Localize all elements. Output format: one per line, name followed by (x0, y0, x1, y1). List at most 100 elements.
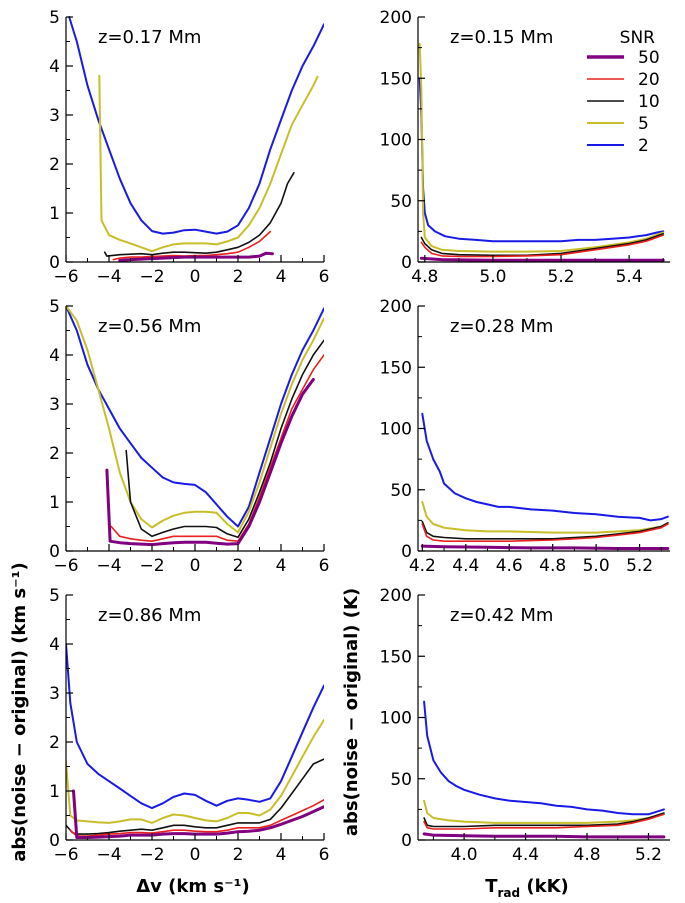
x-tick-label: 2 (233, 845, 244, 865)
panel-left-bottom: 0 1 2 3 4 5 −6 −4 −2 0 2 4 6 z=0.86 Mm (49, 586, 329, 865)
y-tick-label: 100 (380, 709, 412, 729)
y-tick-label: 50 (390, 481, 412, 501)
x-tick-label: 5.2 (626, 556, 653, 576)
series-group (420, 412, 670, 550)
series-line-snr-10 (103, 172, 295, 257)
y-tick-label: 50 (390, 770, 412, 790)
x-tick-label: 4.2 (409, 556, 436, 576)
series-group (418, 42, 665, 262)
y-tick-label: 2 (49, 733, 60, 753)
series-line-snr-50 (105, 378, 315, 547)
x-tick-label: 2 (233, 267, 244, 287)
series-line-snr-5 (418, 42, 665, 253)
series-line-snr-20 (423, 813, 665, 830)
legend-label-snr-5: 5 (638, 114, 649, 134)
y-tick-label: 0 (49, 542, 60, 562)
y-tick-label: 0 (401, 253, 412, 273)
y-tick-label: 150 (380, 358, 412, 378)
x-tick-label: −2 (139, 556, 164, 576)
legend-label-snr-50: 50 (638, 48, 660, 68)
series-line-snr-50 (422, 832, 666, 839)
y-tick-label: 5 (49, 297, 60, 317)
x-axis-title-left: Δv (km s⁻¹) (136, 876, 249, 897)
series-group (66, 643, 324, 839)
y-tick-label: 2 (49, 444, 60, 464)
x-tick-label: 4 (276, 845, 287, 865)
x-tick-label: −6 (53, 267, 78, 287)
x-tick-label: 0 (190, 267, 201, 287)
x-tick-label: 6 (319, 556, 330, 576)
x-tick-label: 5.2 (635, 845, 662, 865)
panel-right-bottom: 0 50 100 150 200 4.0 4.4 4.8 5.2 z=0.42 Mm (380, 586, 670, 865)
panel-label: z=0.86 Mm (98, 605, 201, 626)
series-line-snr-5 (98, 74, 319, 253)
x-tick-label: −4 (96, 267, 121, 287)
y-tick-label: 200 (380, 8, 412, 28)
panel-label: z=0.42 Mm (450, 605, 553, 626)
x-axis-title-right: Trad (kK) (485, 876, 569, 900)
x-axis-title-right-unit: (kK) (520, 876, 569, 897)
series-line-snr-5 (66, 305, 324, 534)
legend-label-snr-10: 10 (638, 92, 660, 112)
legend-label-snr-20: 20 (638, 70, 660, 90)
y-axis-title-left: abs(noise − original) (km s⁻¹) (9, 562, 30, 862)
series-line-snr-10 (421, 520, 669, 540)
x-axis-title-right-main: T (485, 876, 498, 897)
x-tick-label: 5.2 (548, 267, 575, 287)
x-tick-label: 6 (319, 267, 330, 287)
panel-right-middle: 0 50 100 150 200 4.2 4.4 4.6 4.8 5.0 5.2 z=0.28 Mm (380, 297, 670, 576)
x-tick-label: −4 (96, 556, 121, 576)
series-line-snr-10 (66, 758, 324, 835)
x-tick-label: 4 (276, 556, 287, 576)
x-tick-label: 0 (190, 845, 201, 865)
legend-title: SNR (620, 28, 656, 48)
y-tick-label: 3 (49, 684, 60, 704)
series-group (68, 16, 324, 262)
y-tick-label: 50 (390, 192, 412, 212)
x-tick-label: 5.0 (479, 267, 506, 287)
y-tick-label: 0 (401, 831, 412, 851)
x-tick-label: −2 (139, 267, 164, 287)
series-line-snr-10 (125, 339, 324, 539)
panel-label: z=0.56 Mm (98, 316, 201, 337)
series-line-snr-2 (418, 77, 665, 243)
y-tick-label: 100 (380, 131, 412, 151)
y-tick-label: 0 (401, 542, 412, 562)
panel-left-top: 0 1 2 3 4 5 −6 −4 −2 0 2 4 6 z=0.17 Mm (49, 8, 329, 287)
x-tick-label: 4 (276, 267, 287, 287)
y-axis-title-right: abs(noise − original) (K) (341, 588, 362, 836)
series-line-snr-10 (420, 233, 664, 257)
y-tick-label: 2 (49, 155, 60, 175)
series-line-snr-50 (118, 251, 274, 262)
y-tick-label: 100 (380, 420, 412, 440)
y-tick-label: 5 (49, 586, 60, 606)
series-line-snr-10 (423, 812, 665, 828)
y-tick-label: 150 (380, 647, 412, 667)
series-line-snr-2 (66, 643, 324, 810)
series-line-snr-20 (420, 234, 664, 258)
x-tick-label: 5.4 (616, 267, 643, 287)
series-line-snr-2 (423, 700, 665, 816)
y-tick-label: 1 (49, 493, 60, 513)
series-group (66, 305, 324, 547)
x-tick-label: 2 (233, 556, 244, 576)
series-line-snr-20 (110, 354, 324, 542)
x-tick-label: −6 (53, 556, 78, 576)
series-line-snr-5 (423, 799, 665, 824)
x-tick-label: −2 (139, 845, 164, 865)
y-tick-label: 3 (49, 395, 60, 415)
panel-label: z=0.15 Mm (450, 27, 553, 48)
x-tick-label: 4.6 (496, 556, 523, 576)
series-line-snr-50 (420, 544, 670, 550)
x-tick-label: 5.0 (583, 556, 610, 576)
series-line-snr-2 (421, 412, 669, 522)
series-line-snr-5 (421, 501, 669, 534)
x-tick-label: 4.4 (512, 845, 539, 865)
y-tick-label: 3 (49, 106, 60, 126)
y-tick-label: 200 (380, 586, 412, 606)
y-tick-label: 4 (49, 57, 60, 77)
panel-label: z=0.28 Mm (450, 316, 553, 337)
